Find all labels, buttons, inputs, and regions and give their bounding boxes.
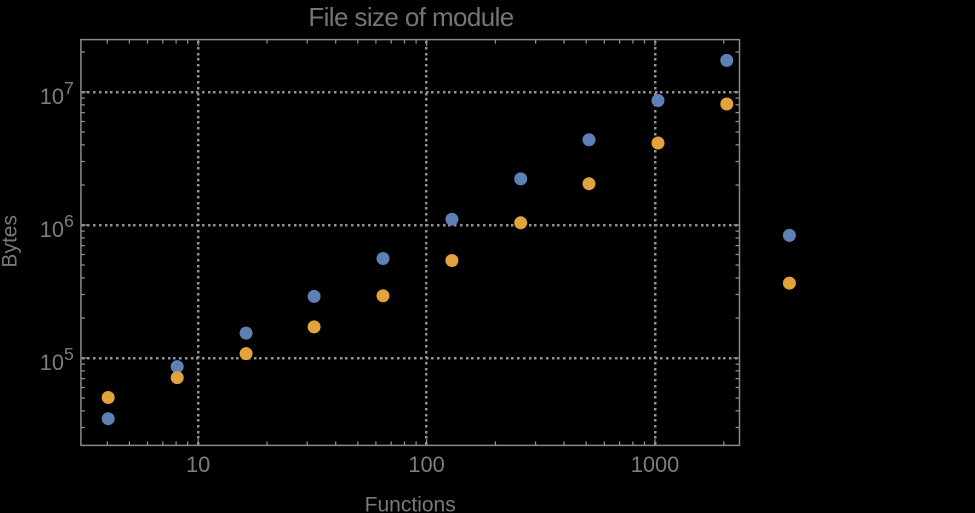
svg-text:1000: 1000: [631, 452, 680, 477]
svg-text:10: 10: [40, 217, 64, 242]
svg-text:Functions: Functions: [365, 493, 456, 513]
svg-text:Bytes: Bytes: [0, 215, 22, 268]
svg-text:File size of module: File size of module: [308, 2, 514, 32]
svg-text:10: 10: [40, 350, 64, 375]
svg-text:10: 10: [40, 84, 64, 109]
svg-text:10: 10: [186, 452, 210, 477]
svg-text:5: 5: [64, 344, 74, 364]
svg-text:7: 7: [64, 78, 74, 98]
svg-text:6: 6: [64, 211, 74, 231]
svg-text:100: 100: [408, 452, 444, 477]
